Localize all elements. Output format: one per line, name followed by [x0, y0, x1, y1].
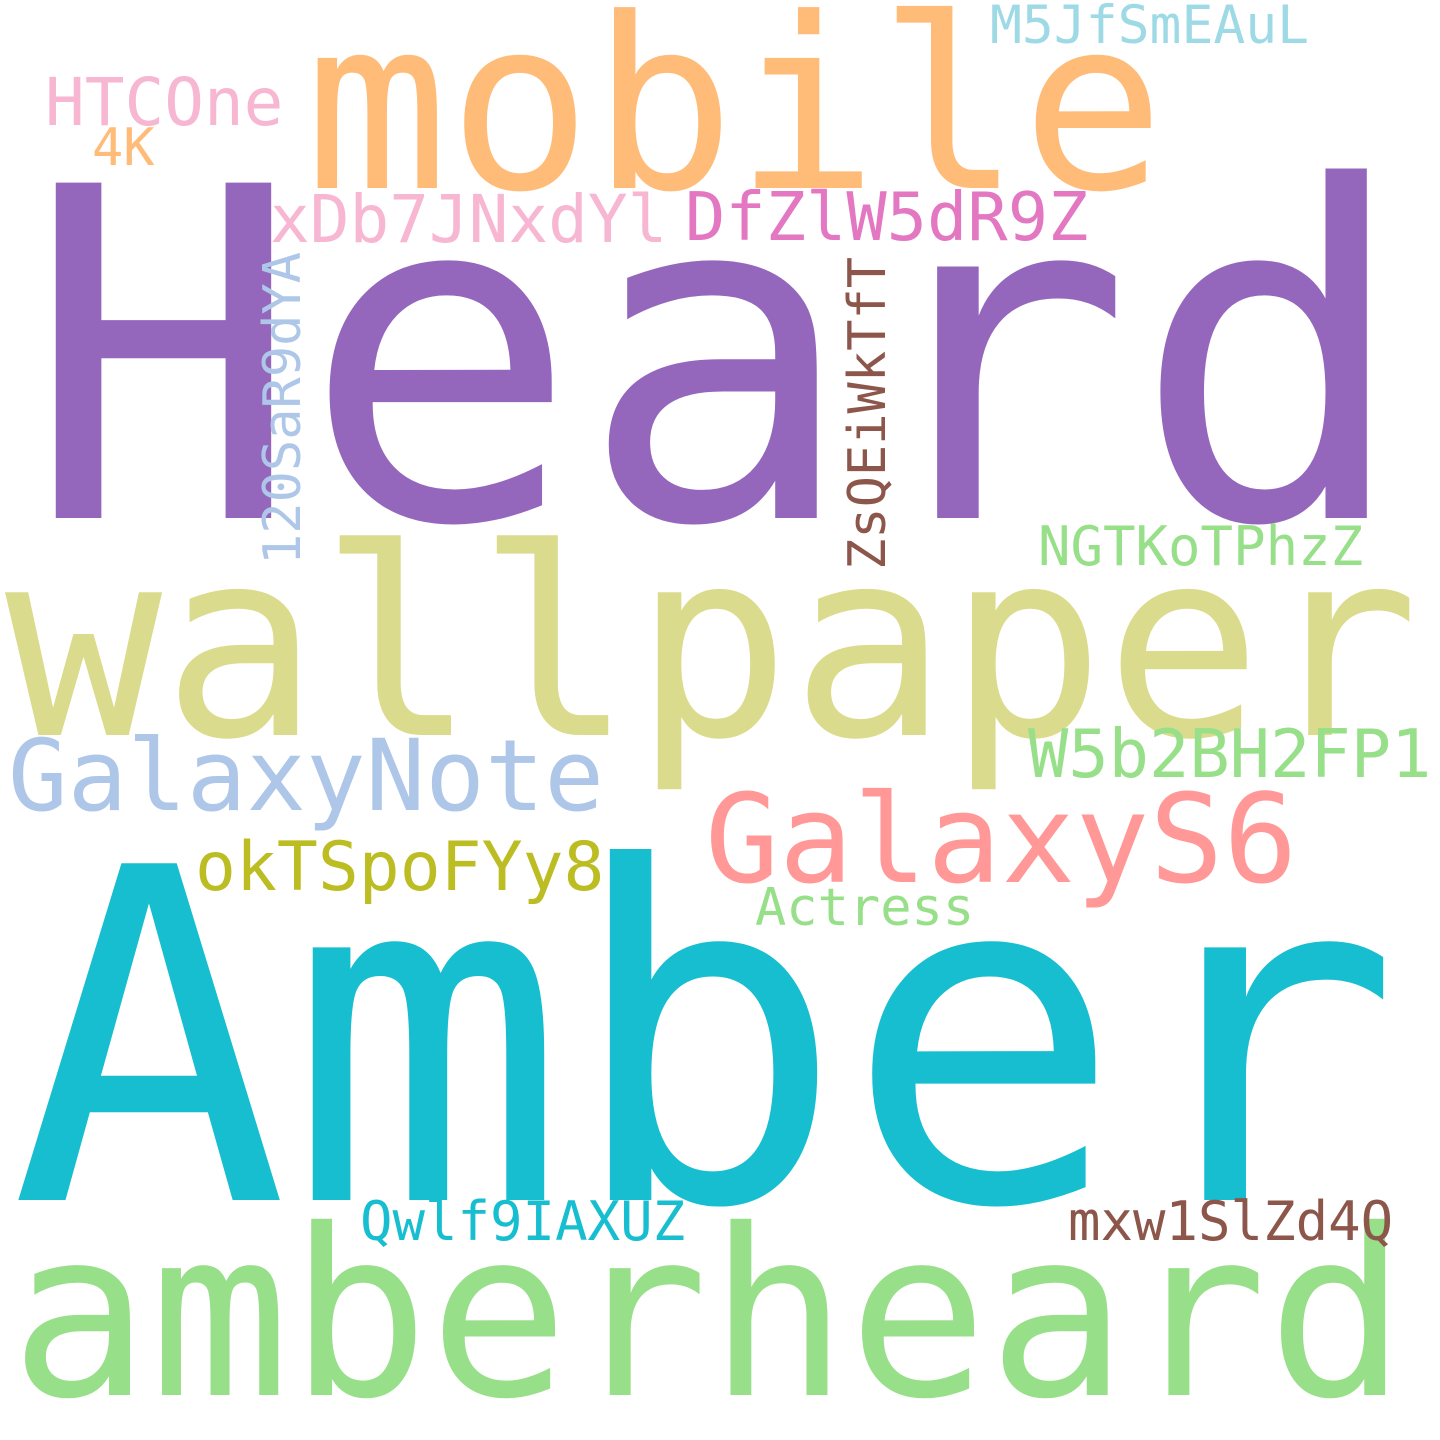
word: HTCOne — [45, 64, 283, 141]
word: GalaxyS6 — [705, 769, 1297, 912]
word: xDb7JNxdYl — [270, 181, 667, 258]
word: okTSpoFYy8 — [195, 828, 604, 907]
word: 4K — [92, 118, 155, 178]
word: ZsQEiWkTfT — [838, 257, 898, 570]
word: Qwlf9IAXUZ — [360, 1190, 685, 1253]
word: Amber — [10, 771, 1401, 1309]
word: GalaxyNote — [8, 719, 604, 834]
word: DfZlW5dR9Z — [685, 178, 1088, 256]
word: amberheard — [10, 1180, 1407, 1440]
word: W5b2BH2FP1 — [1028, 715, 1431, 793]
word: M5JfSmEAuL — [990, 0, 1309, 56]
word: Actress — [755, 878, 974, 938]
word: 120SaR9dYA — [253, 252, 313, 565]
word: Heard — [25, 92, 1410, 627]
word: mxw1SlZd4Q — [1068, 1190, 1393, 1253]
word: wallpaper — [5, 493, 1419, 797]
word: NGTKoTPhzZ — [1038, 515, 1363, 578]
word: mobile — [305, 0, 1165, 245]
